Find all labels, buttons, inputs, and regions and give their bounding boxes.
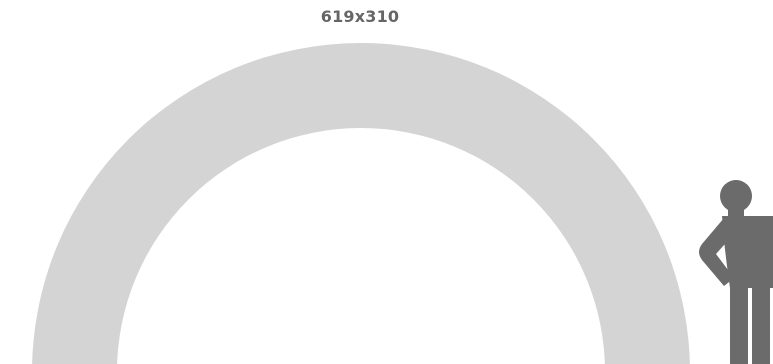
arch-shape: [32, 43, 690, 364]
dimensions-label: 619x310: [320, 7, 400, 26]
person-silhouette-icon: [699, 180, 773, 364]
